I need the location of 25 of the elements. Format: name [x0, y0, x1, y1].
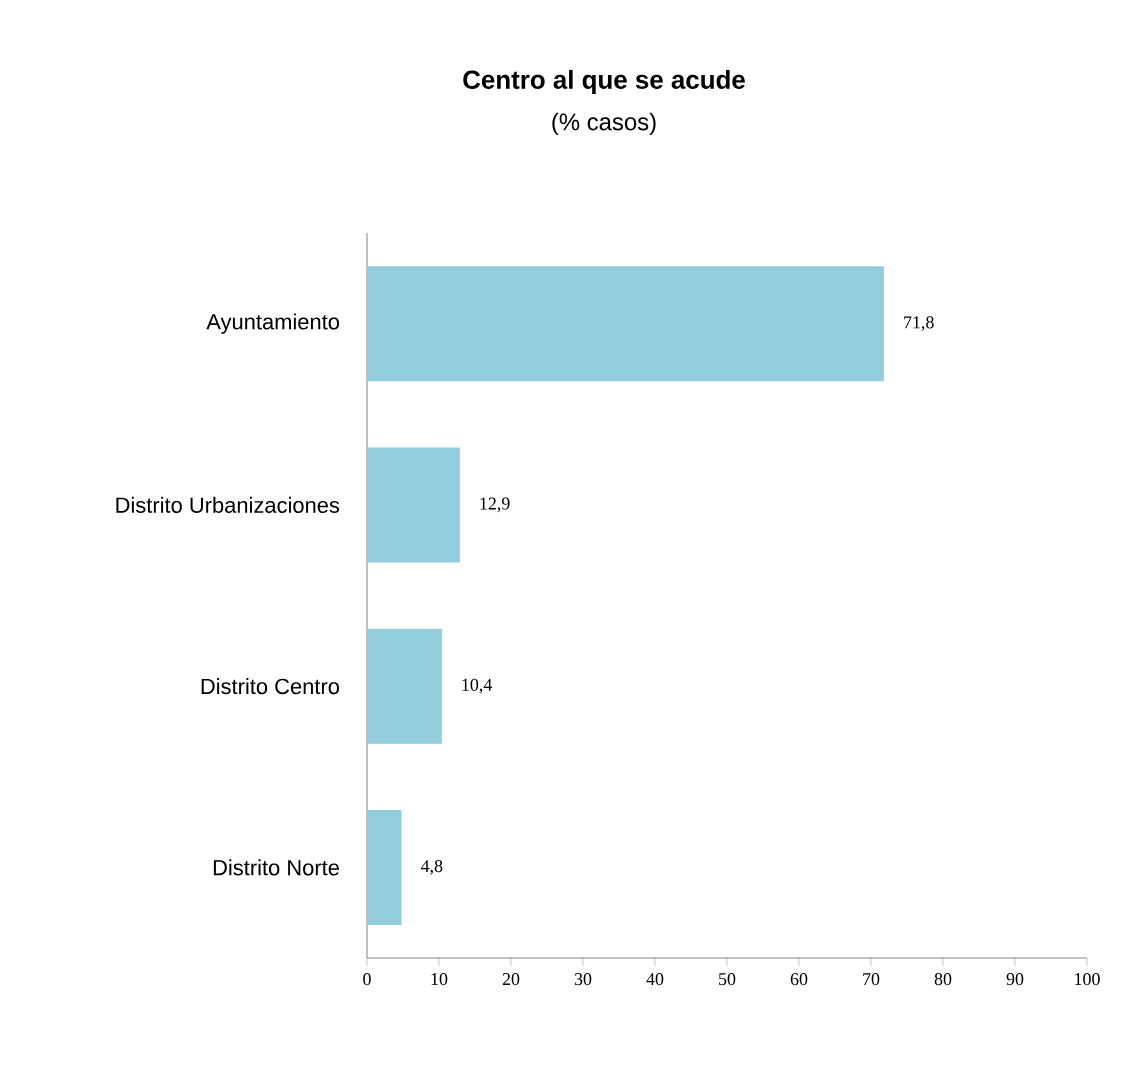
bar — [367, 266, 884, 382]
x-tick-label: 20 — [502, 973, 520, 986]
x-tick-label: 40 — [646, 973, 664, 986]
x-tick-label: 80 — [934, 973, 952, 986]
x-tick-label: 50 — [719, 973, 736, 986]
chart-subtitle: (% casos) — [552, 112, 656, 136]
y-tick-label: Distrito Urbanizaciones — [116, 496, 340, 513]
x-tick-label: 10 — [431, 973, 448, 986]
data-label: 12,9 — [480, 497, 510, 513]
x-tick-label: 60 — [790, 973, 808, 986]
x-tick-label: 30 — [574, 973, 592, 986]
data-label: 4,8 — [420, 860, 443, 875]
bar — [367, 447, 460, 563]
data-label: 71,8 — [904, 316, 934, 331]
x-tick-label: 70 — [863, 973, 880, 986]
data-label: 10,4 — [462, 678, 493, 694]
bar — [367, 809, 402, 925]
y-tick-label: Ayuntamiento — [206, 313, 340, 334]
y-tick-label: Distrito Norte — [213, 859, 339, 876]
x-tick-label: 0 — [363, 973, 371, 986]
x-tick-label: 100 — [1075, 973, 1100, 986]
x-tick-label: 90 — [1006, 973, 1024, 986]
bar — [367, 628, 442, 744]
y-tick-label: Distrito Centro — [201, 678, 339, 695]
chart-title: Centro al que se acude — [463, 69, 745, 95]
